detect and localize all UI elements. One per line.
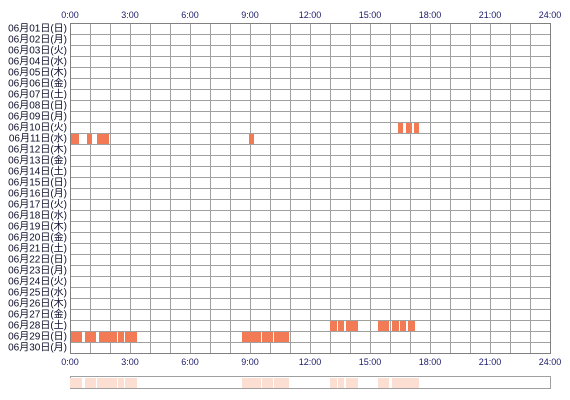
activity-bar — [414, 123, 419, 133]
x-tick-label-top: 0:00 — [61, 10, 79, 20]
summary-segment — [118, 378, 124, 388]
day-label: 06月02日(月) — [8, 34, 67, 46]
activity-bars — [70, 123, 419, 342]
day-label: 06月23日(月) — [8, 265, 67, 277]
day-label: 06月26日(木) — [8, 298, 67, 310]
x-tick-label-top: 12:00 — [299, 10, 322, 20]
activity-bar — [400, 321, 406, 331]
activity-bar — [125, 332, 137, 342]
day-label: 06月29日(日) — [8, 331, 67, 343]
summary-segment — [85, 378, 96, 388]
day-label: 06月13日(金) — [8, 154, 67, 167]
summary-segment — [408, 378, 415, 388]
activity-bar — [262, 332, 273, 342]
summary-segment — [400, 378, 406, 388]
activity-bar — [70, 134, 79, 144]
plot-frame — [70, 23, 551, 354]
x-tick-label-top: 24:00 — [539, 10, 562, 20]
day-label: 06月27日(金) — [8, 308, 67, 321]
x-tick-label-bottom: 0:00 — [61, 357, 79, 367]
x-axis-bottom: 0:00 3:00 6:00 9:00 12:00 15:00 18:00 21:00 24:0… — [61, 357, 561, 367]
day-label: 06月30日(月) — [8, 342, 67, 354]
activity-bar — [408, 321, 415, 331]
summary-segment — [346, 378, 358, 388]
day-label: 06月17日(火) — [8, 199, 67, 211]
day-label: 06月09日(月) — [8, 111, 67, 123]
activity-bar — [99, 332, 117, 342]
summary-segment — [378, 378, 389, 388]
x-tick-label-top: 3:00 — [121, 10, 139, 20]
summary-segment — [125, 378, 137, 388]
summary-segment — [414, 378, 419, 388]
day-label: 06月05日(木) — [8, 67, 67, 79]
day-label: 06月08日(日) — [8, 100, 67, 112]
activity-bar — [392, 321, 399, 331]
x-tick-label-top: 21:00 — [479, 10, 502, 20]
activity-bar — [118, 332, 124, 342]
x-tick-label-bottom: 21:00 — [479, 357, 502, 367]
summary-strip-frame — [70, 376, 551, 389]
summary-segment — [99, 378, 117, 388]
day-label: 06月04日(水) — [8, 56, 67, 68]
activity-bar — [346, 321, 358, 331]
day-label: 06月14日(土) — [8, 165, 67, 178]
x-tick-label-top: 9:00 — [241, 10, 259, 20]
activity-bar — [70, 332, 82, 342]
day-label: 06月28日(土) — [8, 319, 67, 332]
summary-strip — [70, 376, 551, 389]
day-labels: 06月01日(日)06月02日(月)06月03日(火)06月04日(水)06月0… — [8, 23, 67, 354]
day-label: 06月20日(金) — [8, 231, 67, 244]
activity-bar — [249, 134, 254, 144]
activity-bar — [406, 123, 412, 133]
x-tick-label-top: 6:00 — [181, 10, 199, 20]
day-label: 06月18日(水) — [8, 210, 67, 222]
activity-bar — [378, 321, 389, 331]
x-tick-label-top: 15:00 — [359, 10, 382, 20]
activity-bar — [398, 123, 403, 133]
day-label: 06月06日(金) — [8, 77, 67, 90]
x-tick-label-bottom: 3:00 — [121, 357, 139, 367]
day-label: 06月22日(日) — [8, 254, 67, 266]
activity-bar — [274, 332, 289, 342]
grid — [70, 23, 550, 353]
x-tick-label-bottom: 6:00 — [181, 357, 199, 367]
x-tick-label-bottom: 18:00 — [419, 357, 442, 367]
day-label: 06月10日(火) — [8, 122, 67, 134]
x-tick-label-bottom: 24:00 — [539, 357, 562, 367]
summary-segment — [242, 378, 261, 388]
day-label: 06月11日(水) — [9, 133, 67, 145]
activity-bar — [85, 332, 96, 342]
activity-bar — [242, 332, 261, 342]
day-label: 06月01日(日) — [8, 23, 67, 35]
day-label: 06月24日(火) — [8, 276, 67, 288]
day-label: 06月07日(土) — [8, 88, 67, 101]
day-label: 06月12日(木) — [8, 144, 67, 156]
summary-segment — [338, 378, 344, 388]
x-tick-label-bottom: 9:00 — [241, 357, 259, 367]
day-label: 06月21日(土) — [8, 242, 67, 255]
day-label: 06月19日(木) — [8, 221, 67, 233]
day-label: 06月16日(月) — [8, 188, 67, 200]
x-tick-label-bottom: 12:00 — [299, 357, 322, 367]
x-tick-label-bottom: 15:00 — [359, 357, 382, 367]
day-label: 06月15日(日) — [8, 177, 67, 189]
summary-segment — [262, 378, 273, 388]
summary-segment — [70, 378, 82, 388]
summary-segment — [392, 378, 399, 388]
day-label: 06月25日(水) — [8, 287, 67, 299]
x-axis-top: 0:00 3:00 6:00 9:00 12:00 15:00 18:00 21:00 24:0… — [61, 10, 561, 20]
summary-segment — [330, 378, 337, 388]
day-label: 06月03日(火) — [8, 45, 67, 57]
summary-segment — [274, 378, 289, 388]
activity-bar — [87, 134, 92, 144]
activity-bar — [97, 134, 109, 144]
x-tick-label-top: 18:00 — [419, 10, 442, 20]
activity-bar — [338, 321, 344, 331]
activity-bar — [330, 321, 337, 331]
plot-border — [70, 23, 551, 354]
